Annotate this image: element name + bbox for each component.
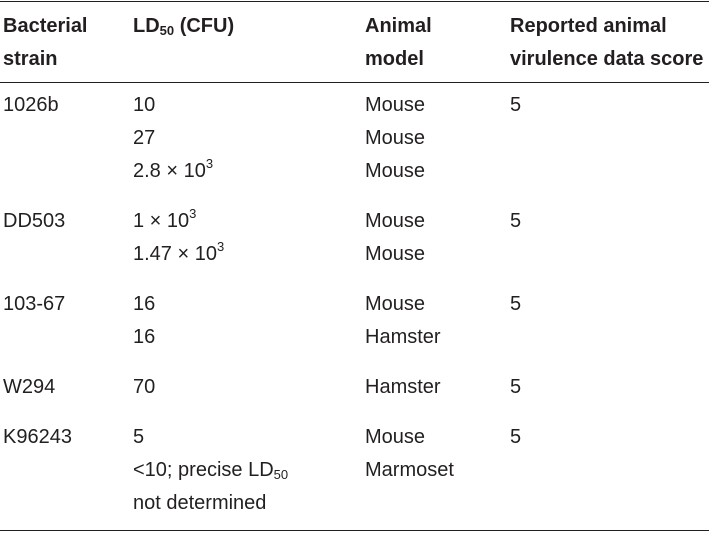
row-w294-ld50-1: 70	[133, 376, 156, 398]
top-rule	[0, 1, 709, 2]
row-103-67-ld50-2: 16	[133, 326, 156, 348]
row-dd503-score: 5	[510, 210, 522, 232]
row-k96243-score: 5	[510, 426, 522, 448]
row-w294-model-1: Hamster	[365, 376, 441, 398]
row-dd503-ld50-2: 1.47 × 103	[133, 238, 224, 271]
row-dd503-ld50-1-exp: 3	[189, 206, 197, 221]
row-k96243-model-1: Mouse	[365, 426, 426, 448]
row-k96243-ld50-2-base: <10; precise LD	[133, 459, 274, 481]
row-103-67-strain: 103-67	[3, 293, 66, 315]
row-103-67-model-2: Hamster	[365, 326, 441, 348]
row-k96243-ld50-2: <10; precise LD50	[133, 454, 288, 487]
row-k96243-ld50-2-sub: 50	[273, 467, 289, 482]
row-1026b-ld50-3-exp: 3	[205, 156, 214, 171]
header-score-line2: virulence data score	[510, 48, 704, 70]
row-1026b-model-1: Mouse	[365, 94, 426, 116]
row-dd503-model-1: Mouse	[365, 210, 426, 232]
row-w294-score: 5	[510, 376, 522, 398]
row-k96243-ld50-3: not determined	[133, 492, 267, 514]
row-k96243-model-2: Marmoset	[365, 459, 454, 481]
row-dd503-ld50-1-base: 1 × 10	[133, 210, 190, 232]
header-model-line2: model	[365, 48, 424, 70]
row-1026b-score: 5	[510, 94, 522, 116]
row-1026b-ld50-2: 27	[133, 127, 156, 149]
row-dd503-ld50-2-exp: 3	[216, 239, 225, 254]
row-1026b-strain: 1026b	[3, 94, 59, 116]
header-ld50-sub: 50	[159, 23, 175, 38]
row-1026b-model-2: Mouse	[365, 127, 426, 149]
row-dd503-ld50-2-base: 1.47 × 10	[133, 243, 217, 265]
row-w294-strain: W294	[3, 376, 56, 398]
header-strain-line2: strain	[3, 48, 58, 70]
row-103-67-model-1: Mouse	[365, 293, 426, 315]
header-ld50: LD50 (CFU)	[133, 10, 234, 43]
header-rule	[0, 82, 709, 83]
row-1026b-model-3: Mouse	[365, 160, 426, 182]
row-dd503-strain: DD503	[3, 210, 66, 232]
row-dd503-ld50-1: 1 × 103	[133, 205, 196, 238]
header-ld50-unit: (CFU)	[174, 15, 235, 37]
row-103-67-ld50-1: 16	[133, 293, 156, 315]
row-dd503-model-2: Mouse	[365, 243, 426, 265]
row-1026b-ld50-1: 10	[133, 94, 156, 116]
row-103-67-score: 5	[510, 293, 522, 315]
header-strain-line1: Bacterial	[3, 15, 88, 37]
bottom-rule	[0, 530, 709, 531]
header-model-line1: Animal	[365, 15, 432, 37]
row-k96243-strain: K96243	[3, 426, 72, 448]
row-1026b-ld50-3: 2.8 × 103	[133, 155, 213, 188]
row-1026b-ld50-3-base: 2.8 × 10	[133, 160, 206, 182]
header-ld50-main: LD	[133, 15, 160, 37]
header-score-line1: Reported animal	[510, 15, 667, 37]
row-k96243-ld50-1: 5	[133, 426, 145, 448]
